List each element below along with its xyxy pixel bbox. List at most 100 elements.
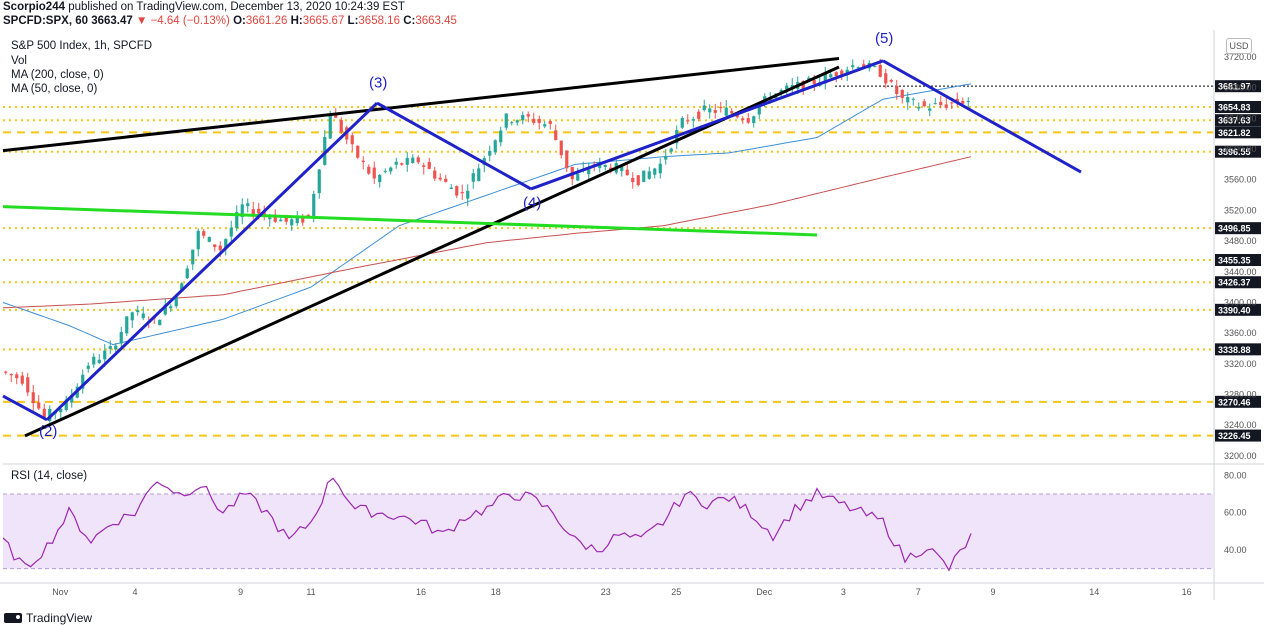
candle bbox=[202, 231, 206, 236]
candle bbox=[240, 204, 244, 218]
candle bbox=[59, 408, 63, 413]
candle bbox=[372, 167, 376, 179]
candle bbox=[378, 174, 382, 183]
candle bbox=[961, 100, 965, 104]
footer-brand: TradingView bbox=[26, 611, 93, 625]
price-tick-label: 3560.00 bbox=[1224, 175, 1257, 185]
level-label: 3681.97 bbox=[1218, 82, 1251, 92]
candle bbox=[350, 135, 354, 145]
symbol-label: SPCFD:SPX, 60 bbox=[3, 15, 88, 27]
candle bbox=[136, 310, 140, 313]
candle bbox=[554, 130, 558, 140]
level-tag bbox=[1215, 126, 1261, 139]
candle bbox=[444, 178, 448, 182]
candle bbox=[559, 140, 563, 156]
rsi-tick-label: 40.00 bbox=[1224, 545, 1247, 555]
candle bbox=[334, 114, 338, 118]
candle bbox=[499, 130, 503, 143]
level-label: 3270.46 bbox=[1218, 397, 1251, 407]
price-tick-label: 3400.00 bbox=[1224, 297, 1257, 307]
candle bbox=[851, 65, 855, 68]
last-price: 3663.47 bbox=[91, 15, 133, 27]
candle bbox=[889, 80, 893, 82]
price-tick-label: 3520.00 bbox=[1224, 205, 1257, 215]
candle bbox=[400, 163, 404, 165]
candle bbox=[543, 124, 547, 127]
candle bbox=[658, 163, 662, 174]
candle bbox=[636, 175, 640, 186]
level-tag bbox=[1215, 80, 1261, 93]
candle bbox=[191, 249, 195, 265]
time-tick-label: 9 bbox=[990, 587, 995, 597]
candle bbox=[680, 117, 684, 128]
level-tag bbox=[1215, 254, 1261, 267]
candle bbox=[653, 168, 657, 175]
candle bbox=[933, 103, 937, 105]
candle bbox=[939, 101, 943, 106]
candle bbox=[251, 209, 255, 215]
candle bbox=[92, 356, 96, 365]
currency-button[interactable]: USD bbox=[1226, 38, 1252, 54]
candle bbox=[158, 319, 162, 326]
candle bbox=[625, 169, 629, 176]
low-value: 3658.16 bbox=[358, 15, 400, 27]
candle bbox=[229, 227, 233, 237]
candle bbox=[917, 106, 921, 109]
price-tick-label: 3480.00 bbox=[1224, 236, 1257, 246]
time-tick-label: 16 bbox=[416, 587, 426, 597]
author-name[interactable]: Scorpio244 bbox=[3, 1, 65, 13]
moving-averages bbox=[2, 83, 972, 346]
publish-header: Scorpio244 published on TradingView.com,… bbox=[3, 0, 1003, 30]
candle bbox=[686, 120, 690, 122]
candle bbox=[922, 101, 926, 107]
level-tag bbox=[1215, 145, 1261, 158]
candle bbox=[312, 193, 316, 219]
candle bbox=[169, 306, 173, 309]
candle bbox=[416, 157, 420, 163]
level-label: 3426.37 bbox=[1218, 278, 1251, 288]
price-tick-label: 3680.00 bbox=[1224, 83, 1257, 93]
time-tick-label: 4 bbox=[132, 587, 137, 597]
price-axis: 3200.00 3240.00 3280.00 3320.00 3360.00 3400.… bbox=[1224, 52, 1257, 461]
candle bbox=[455, 186, 459, 196]
candle bbox=[185, 268, 189, 279]
candle bbox=[928, 108, 932, 111]
trend-line-blue bbox=[2, 394, 48, 422]
price-tick-label: 3720.00 bbox=[1224, 52, 1257, 62]
candle bbox=[279, 219, 283, 222]
candle bbox=[317, 169, 321, 194]
time-tick-label: Dec bbox=[756, 587, 773, 597]
candle bbox=[42, 408, 46, 417]
candle bbox=[224, 239, 228, 249]
candle bbox=[845, 69, 849, 75]
vol-legend: Vol bbox=[11, 55, 27, 67]
candle bbox=[631, 177, 635, 183]
time-tick-label: 3 bbox=[841, 587, 846, 597]
candle bbox=[878, 64, 882, 77]
price-change: −4.64 (−0.13%) bbox=[150, 15, 230, 27]
level-label: 3621.82 bbox=[1218, 128, 1251, 138]
candle bbox=[449, 187, 453, 189]
candle bbox=[405, 157, 409, 165]
candle bbox=[862, 64, 866, 68]
candle bbox=[812, 80, 816, 84]
rsi-tick-label: 80.00 bbox=[1224, 470, 1247, 480]
candle bbox=[702, 105, 706, 111]
candle bbox=[180, 283, 184, 292]
level-tag bbox=[1215, 114, 1261, 127]
candle bbox=[163, 304, 167, 315]
candle bbox=[488, 150, 492, 156]
down-arrow-icon: ▼ bbox=[135, 15, 148, 27]
candle bbox=[515, 120, 519, 123]
candle bbox=[196, 230, 200, 250]
time-tick-label: 14 bbox=[1089, 587, 1099, 597]
candle bbox=[873, 66, 877, 68]
candle bbox=[510, 122, 514, 124]
candle bbox=[719, 107, 723, 109]
candle bbox=[576, 173, 580, 181]
candle bbox=[411, 157, 415, 164]
candle bbox=[394, 161, 398, 165]
candle bbox=[141, 313, 145, 319]
trend-line-blue bbox=[376, 101, 532, 191]
